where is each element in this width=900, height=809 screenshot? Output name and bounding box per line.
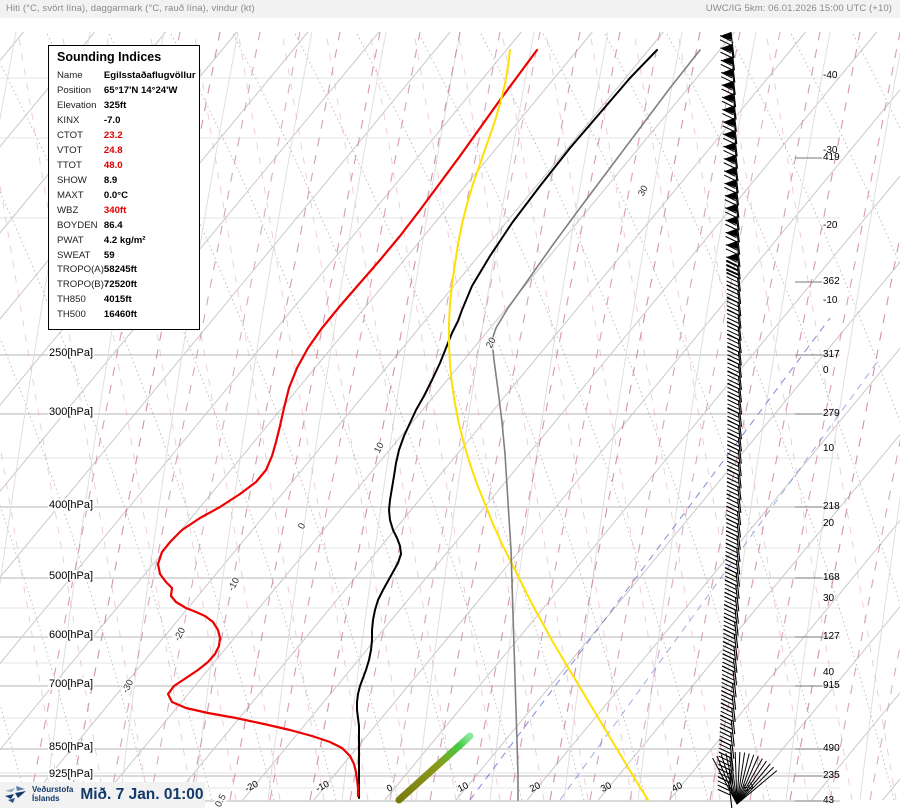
sounding-index-value: 0.0°C [104, 188, 196, 203]
pressure-tick-label: 400[hPa] [48, 499, 94, 511]
right-temperature-tick-label: -40 [823, 70, 837, 81]
sounding-index-value: 48.0 [104, 158, 196, 173]
sounding-index-value: 86.4 [104, 218, 196, 233]
sounding-index-key: Position [55, 83, 104, 98]
sounding-index-value: -7.0 [104, 113, 196, 128]
right-temperature-tick-label: 40 [823, 667, 834, 678]
sounding-index-key: KINX [55, 113, 104, 128]
sounding-index-key: BOYDEN [55, 218, 104, 233]
pressure-tick-label: 850[hPa] [48, 741, 94, 753]
pressure-tick-label: 500[hPa] [48, 570, 94, 582]
sounding-index-value: Egilsstaðaflugvöllur [104, 68, 196, 83]
sounding-index-key: SHOW [55, 173, 104, 188]
sounding-index-value: 59 [104, 248, 196, 263]
right-height-tick-label: 127 [823, 631, 840, 642]
header-bar: Hiti (°C, svört lína), daggarmark (°C, r… [0, 0, 900, 19]
right-temperature-tick-label: 0 [823, 365, 829, 376]
sounding-index-key: TROPO(B) [55, 278, 104, 293]
sounding-index-key: TH850 [55, 293, 104, 308]
sounding-index-key: TH500 [55, 308, 104, 323]
sounding-index-row: KINX-7.0 [55, 113, 196, 128]
sounding-index-key: MAXT [55, 188, 104, 203]
sounding-index-key: Elevation [55, 98, 104, 113]
right-height-tick-label: 218 [823, 501, 840, 512]
right-temperature-tick-label: 10 [823, 443, 834, 454]
right-height-tick-label: 43 [823, 795, 834, 806]
right-height-tick-label: 419 [823, 152, 840, 163]
sounding-index-value: 65°17'N 14°24'W [104, 83, 196, 98]
pressure-tick-label: 250[hPa] [48, 347, 94, 359]
sounding-index-value: 4015ft [104, 293, 196, 308]
right-height-tick-label: 490 [823, 743, 840, 754]
sounding-index-value: 8.9 [104, 173, 196, 188]
pressure-tick-label: 700[hPa] [48, 678, 94, 690]
logo-line-2: Íslands [32, 795, 73, 804]
sounding-index-value: 340ft [104, 203, 196, 218]
right-height-tick-label: 235 [823, 770, 840, 781]
right-height-tick-label: 362 [823, 276, 840, 287]
sounding-index-row: TROPO(B)72520ft [55, 278, 196, 293]
sounding-index-key: VTOT [55, 143, 104, 158]
right-temperature-tick-label: 30 [823, 593, 834, 604]
sounding-index-row: TROPO(A)58245ft [55, 263, 196, 278]
right-height-tick-label: 317 [823, 349, 840, 360]
sounding-indices-title: Sounding Indices [57, 50, 193, 64]
right-height-tick-label: 279 [823, 408, 840, 419]
vedurstofa-arrow-logo [3, 784, 31, 806]
right-height-tick-label: 168 [823, 572, 840, 583]
footer-brand-bar: Veðurstofa Íslands Mið. 7 Jan. 01:00 [0, 782, 205, 808]
pressure-tick-label: 300[hPa] [48, 406, 94, 418]
right-temperature-tick-label: 20 [823, 518, 834, 529]
right-temperature-tick-label: -10 [823, 295, 837, 306]
sounding-index-value: 72520ft [104, 278, 196, 293]
right-height-tick-label: 915 [823, 680, 840, 691]
sounding-index-key: CTOT [55, 128, 104, 143]
sounding-index-value: 325ft [104, 98, 196, 113]
sounding-index-value: 4.2 kg/m² [104, 233, 196, 248]
sounding-index-key: Name [55, 68, 104, 83]
header-left-caption: Hiti (°C, svört lína), daggarmark (°C, r… [6, 3, 255, 14]
sounding-index-key: WBZ [55, 203, 104, 218]
header-right-caption: UWC/IG 5km: 06.01.2026 15:00 UTC (+10) [706, 3, 892, 14]
sounding-index-key: SWEAT [55, 248, 104, 263]
pressure-tick-label: 925[hPa] [48, 768, 94, 780]
sounding-index-key: PWAT [55, 233, 104, 248]
sounding-index-value: 24.8 [104, 143, 196, 158]
date-stamp: Mið. 7 Jan. 01:00 [80, 786, 203, 804]
sounding-index-key: TTOT [55, 158, 104, 173]
sounding-index-key: TROPO(A) [55, 263, 104, 278]
vedurstofa-logo-text: Veðurstofa Íslands [32, 786, 73, 803]
pressure-tick-label: 600[hPa] [48, 629, 94, 641]
sounding-index-value: 16460ft [104, 308, 196, 323]
sounding-index-value: 58245ft [104, 263, 196, 278]
right-temperature-tick-label: -20 [823, 220, 837, 231]
sounding-index-value: 23.2 [104, 128, 196, 143]
